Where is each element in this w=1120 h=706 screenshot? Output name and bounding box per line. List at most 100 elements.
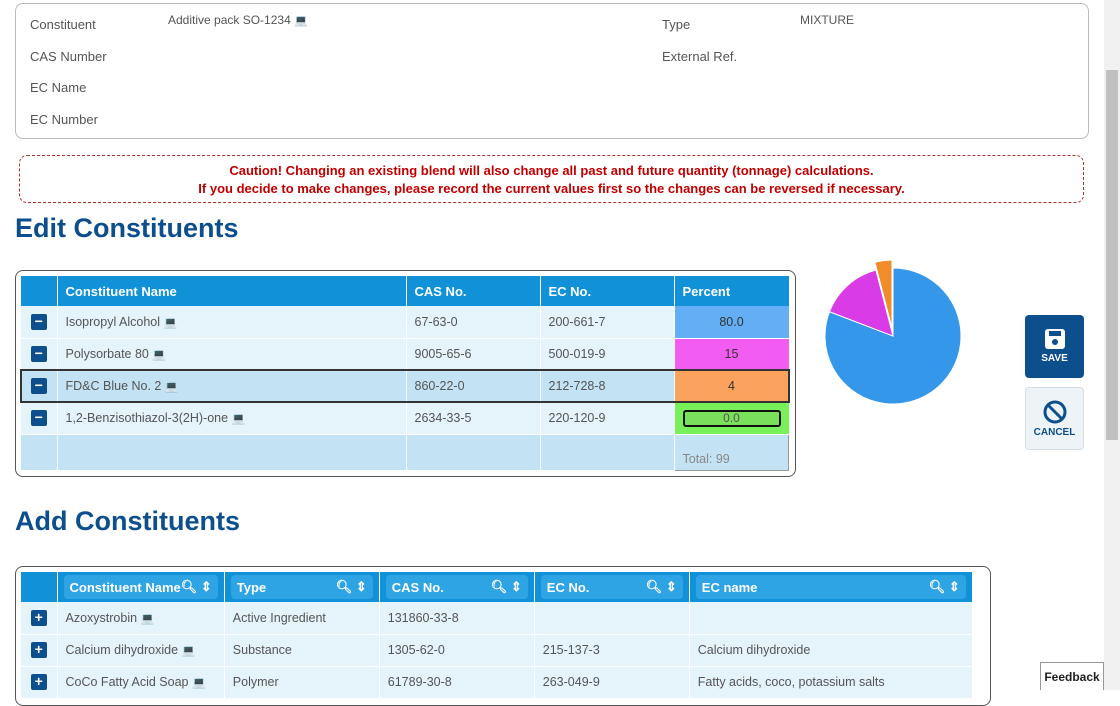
laptop-icon: 💻: [163, 316, 178, 329]
available-constituent-row[interactable]: + Calcium dihydroxide 💻 Substance 1305-6…: [21, 634, 973, 667]
add-button[interactable]: +: [30, 642, 47, 658]
search-icon[interactable]: 🔍︎: [928, 579, 946, 594]
add-constituents-title: Add Constituents: [15, 506, 240, 536]
laptop-icon: 💻: [140, 612, 155, 625]
ban-icon: [1043, 400, 1066, 424]
feedback-button[interactable]: Feedback: [1040, 662, 1104, 690]
constituent-name: Polysorbate 80 💻: [57, 338, 407, 371]
remove-button[interactable]: −: [30, 378, 47, 394]
floppy-disk-icon: [1044, 329, 1065, 349]
constituent-row[interactable]: − Polysorbate 80 💻 9005-65-6 500-019-9 15: [21, 338, 789, 371]
constituent-label: Constituent: [30, 17, 96, 32]
cas-number: 2634-33-5: [406, 402, 541, 435]
col-ec: EC No.: [540, 276, 675, 306]
cas-number: 9005-65-6: [406, 338, 541, 371]
percent-cell[interactable]: 80.0: [674, 306, 789, 339]
ec-name-label: EC Name: [30, 80, 87, 95]
percent-total: Total: 99: [673, 433, 789, 471]
external-ref-label: External Ref.: [662, 49, 738, 64]
col-header[interactable]: Constituent Name 🔍︎ ⇕: [57, 572, 225, 602]
laptop-icon: 💻: [181, 645, 196, 657]
search-icon[interactable]: 🔍︎: [490, 579, 508, 594]
ec-number: 200-661-7: [540, 306, 675, 339]
caution-banner: Caution! Changing an existing blend will…: [19, 155, 1084, 203]
laptop-icon: 💻: [231, 413, 246, 425]
cas-label: CAS Number: [30, 49, 107, 64]
constituent-row[interactable]: − Isopropyl Alcohol 💻 67-63-0 200-661-7 8…: [21, 306, 789, 339]
search-icon[interactable]: 🔍︎: [645, 579, 663, 594]
percent-cell[interactable]: [674, 402, 789, 435]
composition-pie-chart: [824, 259, 962, 405]
ec-number: [534, 602, 690, 635]
laptop-icon: 💻: [152, 349, 167, 361]
col-percent: Percent: [674, 276, 789, 306]
type: Active Ingredient: [224, 602, 380, 635]
percent-cell[interactable]: 15: [674, 338, 789, 371]
percent-cell[interactable]: 4: [674, 370, 789, 403]
edit-constituents-table-box: Constituent Name CAS No. EC No. Percent …: [15, 270, 796, 477]
ec-number: 215-137-3: [534, 634, 690, 667]
ec-number: 212-728-8: [540, 370, 675, 403]
sort-icon[interactable]: ⇕: [510, 579, 522, 594]
add-button[interactable]: +: [30, 609, 47, 626]
constituent-name: 1,2-Benzisothiazol-3(2H)-one 💻: [57, 402, 407, 435]
add-constituents-table: Constituent Name 🔍︎ ⇕ Type 🔍︎ ⇕ CAS No. 🔍︎ ⇕ E…: [21, 572, 973, 699]
scrollbar-thumb[interactable]: [1106, 70, 1118, 440]
ec-name: [689, 602, 973, 635]
remove-button[interactable]: −: [30, 410, 47, 426]
sort-icon[interactable]: ⇕: [948, 579, 960, 594]
constituent-name: Calcium dihydroxide 💻: [57, 634, 225, 667]
remove-button[interactable]: −: [30, 313, 47, 330]
sort-icon[interactable]: ⇕: [355, 579, 367, 594]
ec-name: Calcium dihydroxide: [689, 634, 973, 667]
cas-number: 67-63-0: [406, 306, 541, 339]
percent-input[interactable]: [682, 409, 781, 427]
constituent-value: Additive pack SO-1234 💻: [168, 13, 308, 27]
constituent-info-panel: Constituent Additive pack SO-1234 💻 CAS …: [15, 3, 1089, 139]
pie-slice[interactable]: [828, 269, 894, 337]
cancel-button[interactable]: CANCEL: [1025, 387, 1084, 450]
available-constituent-row[interactable]: + CoCo Fatty Acid Soap 💻 Polymer 61789-3…: [21, 666, 973, 699]
pie-slice[interactable]: [874, 259, 893, 329]
cas-number: 860-22-0: [406, 370, 541, 403]
search-icon[interactable]: 🔍︎: [335, 579, 353, 594]
edit-constituents-table: Constituent Name CAS No. EC No. Percent …: [20, 276, 790, 471]
cas-number: 61789-30-8: [379, 666, 535, 699]
edit-constituents-title: Edit Constituents: [15, 213, 239, 243]
type: Polymer: [224, 666, 380, 699]
laptop-icon: 💻: [164, 381, 179, 393]
ec-name: Fatty acids, coco, potassium salts: [689, 666, 973, 699]
available-constituent-row[interactable]: + Azoxystrobin 💻 Active Ingredient 13186…: [21, 602, 973, 635]
col-header[interactable]: EC name 🔍︎ ⇕: [689, 572, 973, 602]
search-icon[interactable]: 🔍︎: [180, 579, 198, 594]
ec-number: 220-120-9: [540, 402, 675, 435]
scrollbar[interactable]: [1104, 0, 1120, 690]
sort-icon[interactable]: ⇕: [200, 579, 212, 594]
constituent-name: Isopropyl Alcohol 💻: [57, 306, 407, 339]
col-header[interactable]: CAS No. 🔍︎ ⇕: [379, 572, 535, 602]
type: Substance: [224, 634, 380, 667]
sort-icon[interactable]: ⇕: [665, 579, 677, 594]
ec-number: 500-019-9: [540, 338, 675, 371]
col-header[interactable]: EC No. 🔍︎ ⇕: [534, 572, 690, 602]
constituent-row[interactable]: − 1,2-Benzisothiazol-3(2H)-one 💻 2634-33…: [21, 402, 789, 435]
type-value: MIXTURE: [800, 13, 854, 27]
col-constituent-name: Constituent Name: [57, 276, 407, 306]
remove-button[interactable]: −: [30, 346, 47, 362]
type-label: Type: [662, 17, 691, 32]
ec-number: 263-049-9: [534, 666, 690, 699]
caution-line-2: If you decide to make changes, please re…: [198, 181, 905, 196]
col-header[interactable]: Type 🔍︎ ⇕: [224, 572, 380, 602]
cas-number: 131860-33-8: [379, 602, 535, 635]
constituent-name: Azoxystrobin 💻: [57, 602, 225, 635]
save-button[interactable]: SAVE: [1025, 315, 1084, 378]
col-cas: CAS No.: [406, 276, 541, 306]
caution-line-1: Caution! Changing an existing blend will…: [229, 163, 874, 178]
constituent-name: CoCo Fatty Acid Soap 💻: [57, 666, 225, 699]
constituent-name: FD&C Blue No. 2 💻: [57, 370, 407, 403]
add-constituents-table-box: Constituent Name 🔍︎ ⇕ Type 🔍︎ ⇕ CAS No. 🔍︎ ⇕ E…: [15, 566, 991, 706]
laptop-icon: 💻: [294, 15, 308, 27]
add-button[interactable]: +: [30, 674, 47, 690]
laptop-icon: 💻: [191, 677, 206, 689]
constituent-row[interactable]: − FD&C Blue No. 2 💻 860-22-0 212-728-8 4: [20, 369, 790, 403]
